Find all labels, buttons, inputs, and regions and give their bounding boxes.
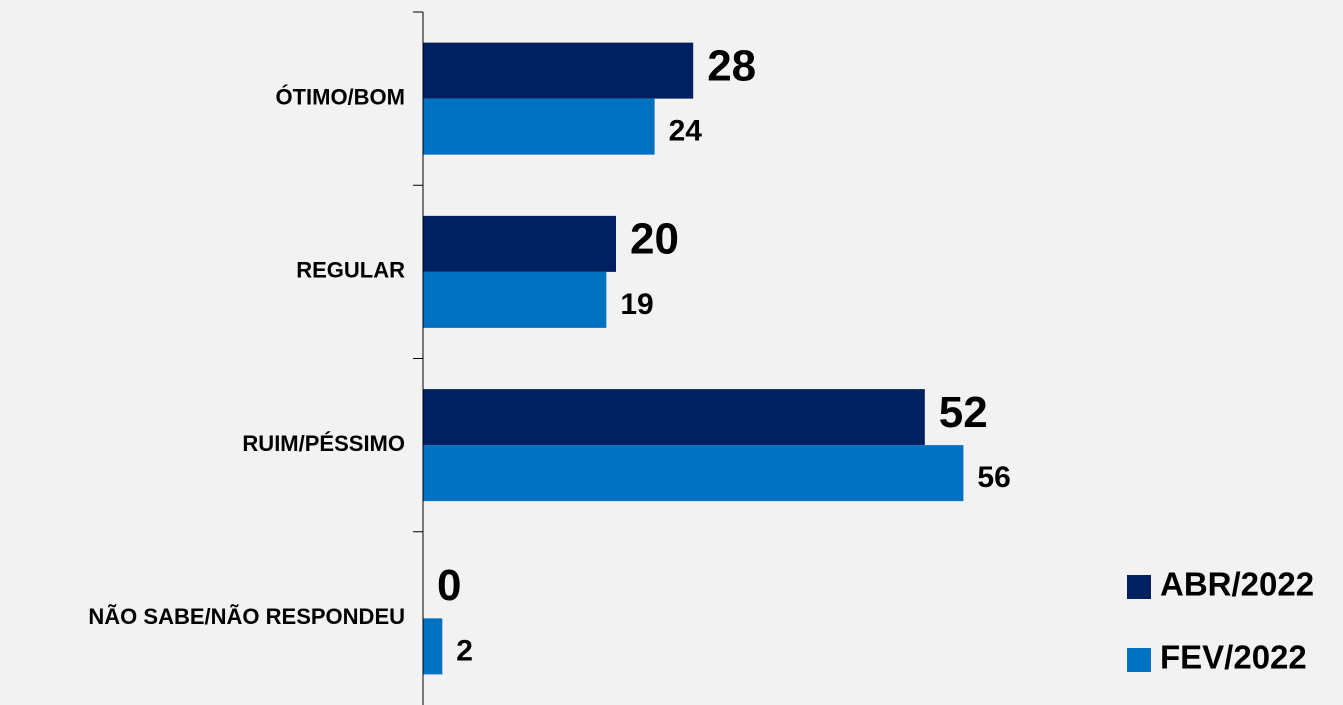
- category-label: ÓTIMO/BOM: [275, 84, 405, 109]
- bar: [423, 445, 964, 502]
- value-label: 52: [939, 388, 988, 437]
- bar: [423, 42, 694, 99]
- bar: [423, 215, 616, 272]
- value-label: 2: [456, 634, 473, 667]
- value-label: 28: [707, 41, 756, 90]
- legend-swatch: [1127, 575, 1151, 599]
- value-label: 20: [630, 215, 679, 264]
- bar: [423, 618, 443, 675]
- category-label: NÃO SABE/NÃO RESPONDEU: [88, 604, 405, 629]
- bar: [423, 98, 655, 155]
- category-label: REGULAR: [296, 258, 405, 283]
- value-label: 0: [437, 561, 461, 610]
- value-label: 56: [977, 461, 1010, 494]
- category-label: RUIM/PÉSSIMO: [242, 431, 405, 456]
- legend-label: FEV/2022: [1160, 639, 1307, 676]
- legend-label: ABR/2022: [1160, 566, 1314, 603]
- bar: [423, 389, 925, 446]
- value-label: 24: [669, 115, 703, 148]
- bar: [423, 271, 607, 328]
- value-label: 19: [620, 288, 653, 321]
- legend-swatch: [1127, 648, 1151, 672]
